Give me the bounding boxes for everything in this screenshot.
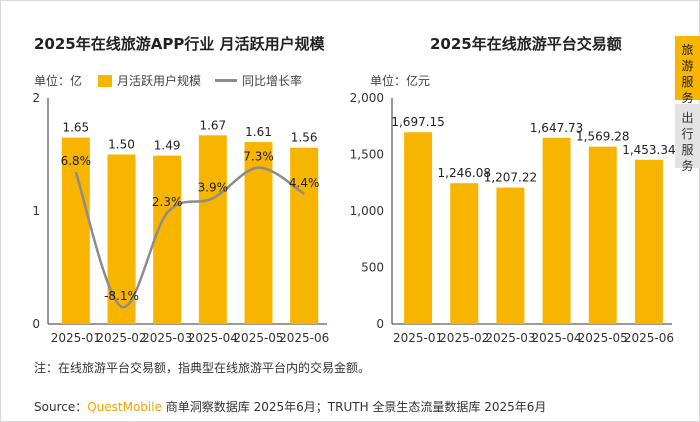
right-y-tick-label: 500 [361, 261, 384, 275]
left-legend-line: 同比增长率 [215, 72, 302, 89]
left-bar [61, 137, 90, 324]
left-x-tick-label: 2025-06 [279, 331, 329, 345]
right-y-tick-label: 0 [376, 317, 384, 331]
right-bar [496, 187, 525, 324]
source-text: 商单洞察数据库 2025年6月；TRUTH 全景生态流量数据库 2025年6月 [161, 400, 547, 414]
legend-line-swatch [215, 79, 237, 82]
left-bar [198, 135, 227, 324]
tab-travel-service-label: 旅游服务 [681, 43, 694, 105]
left-bar [290, 147, 319, 324]
right-y-tick-label: 1,500 [350, 148, 384, 162]
right-bar [542, 137, 571, 324]
left-bar-value-label: 1.65 [62, 121, 89, 135]
left-chart-title: 2025年在线旅游APP行业 月活跃用户规模 [34, 35, 325, 53]
left-growth-value-label: 7.3% [243, 150, 274, 164]
right-x-tick-label: 2025-01 [393, 331, 443, 345]
source-brand: QuestMobile [87, 400, 162, 414]
left-bar [153, 155, 182, 324]
left-bar [244, 142, 273, 324]
right-x-tick-label: 2025-02 [439, 331, 489, 345]
left-bar-value-label: 1.50 [108, 138, 135, 152]
right-chart-title: 2025年在线旅游平台交易额 [430, 35, 622, 53]
right-bar [588, 146, 617, 324]
left-growth-value-label: -8.1% [104, 289, 139, 303]
right-y-tick-label: 1,000 [350, 204, 384, 218]
left-x-tick-label: 2025-03 [142, 331, 192, 345]
footnote: 注：在线旅游平台交易额，指典型在线旅游平台内的交易金额。 [34, 361, 371, 375]
right-chart-unit: 单位：亿元 [370, 74, 431, 88]
right-x-tick-label: 2025-05 [578, 331, 628, 345]
right-bar [634, 159, 663, 324]
legend-line-label: 同比增长率 [242, 74, 303, 88]
side-tabs: 旅游服务 出行服务 [675, 36, 700, 173]
left-bar-value-label: 1.49 [154, 139, 181, 153]
legend-bar-label: 月活跃用户规模 [117, 74, 202, 88]
right-x-tick-label: 2025-04 [532, 331, 582, 345]
left-y-tick-label: 2 [32, 91, 40, 105]
left-x-tick-label: 2025-04 [188, 331, 238, 345]
right-x-tick-label: 2025-06 [624, 331, 674, 345]
legend-bar-swatch [98, 74, 112, 87]
left-x-tick-label: 2025-02 [96, 331, 146, 345]
right-bar-value-label: 1,453.34 [622, 143, 675, 157]
tab-trip-service[interactable]: 出行服务 [675, 104, 700, 173]
right-y-tick-label: 2,000 [350, 91, 384, 105]
left-legend-bar: 月活跃用户规模 [98, 72, 201, 89]
right-bar-value-label: 1,647.73 [530, 121, 583, 135]
left-bar-value-label: 1.56 [291, 131, 318, 145]
right-bar-value-label: 1,697.15 [391, 115, 444, 129]
left-growth-value-label: 6.8% [61, 154, 92, 168]
source-line: Source：QuestMobile 商单洞察数据库 2025年6月；TRUTH… [34, 398, 546, 415]
right-bar-value-label: 1,246.08 [438, 166, 491, 180]
right-bar-value-label: 1,569.28 [576, 130, 629, 144]
left-y-tick-label: 1 [32, 204, 40, 218]
left-growth-value-label: 3.9% [198, 180, 229, 194]
tab-travel-service[interactable]: 旅游服务 [675, 36, 700, 105]
left-y-tick-label: 0 [32, 317, 40, 331]
right-bar-value-label: 1,207.22 [484, 171, 537, 185]
tab-trip-service-label: 出行服务 [681, 111, 694, 173]
source-prefix: Source： [34, 400, 88, 414]
left-growth-line [74, 166, 305, 309]
left-growth-value-label: 4.4% [289, 176, 320, 190]
left-bar-value-label: 1.67 [199, 118, 226, 132]
left-chart-unit: 单位：亿 [34, 74, 83, 88]
left-bar-value-label: 1.61 [245, 125, 272, 139]
right-x-tick-label: 2025-03 [485, 331, 535, 345]
left-x-tick-label: 2025-01 [51, 331, 101, 345]
left-growth-value-label: 2.3% [152, 195, 183, 209]
right-bar [450, 183, 479, 324]
left-x-tick-label: 2025-05 [233, 331, 283, 345]
right-bar [404, 132, 433, 324]
